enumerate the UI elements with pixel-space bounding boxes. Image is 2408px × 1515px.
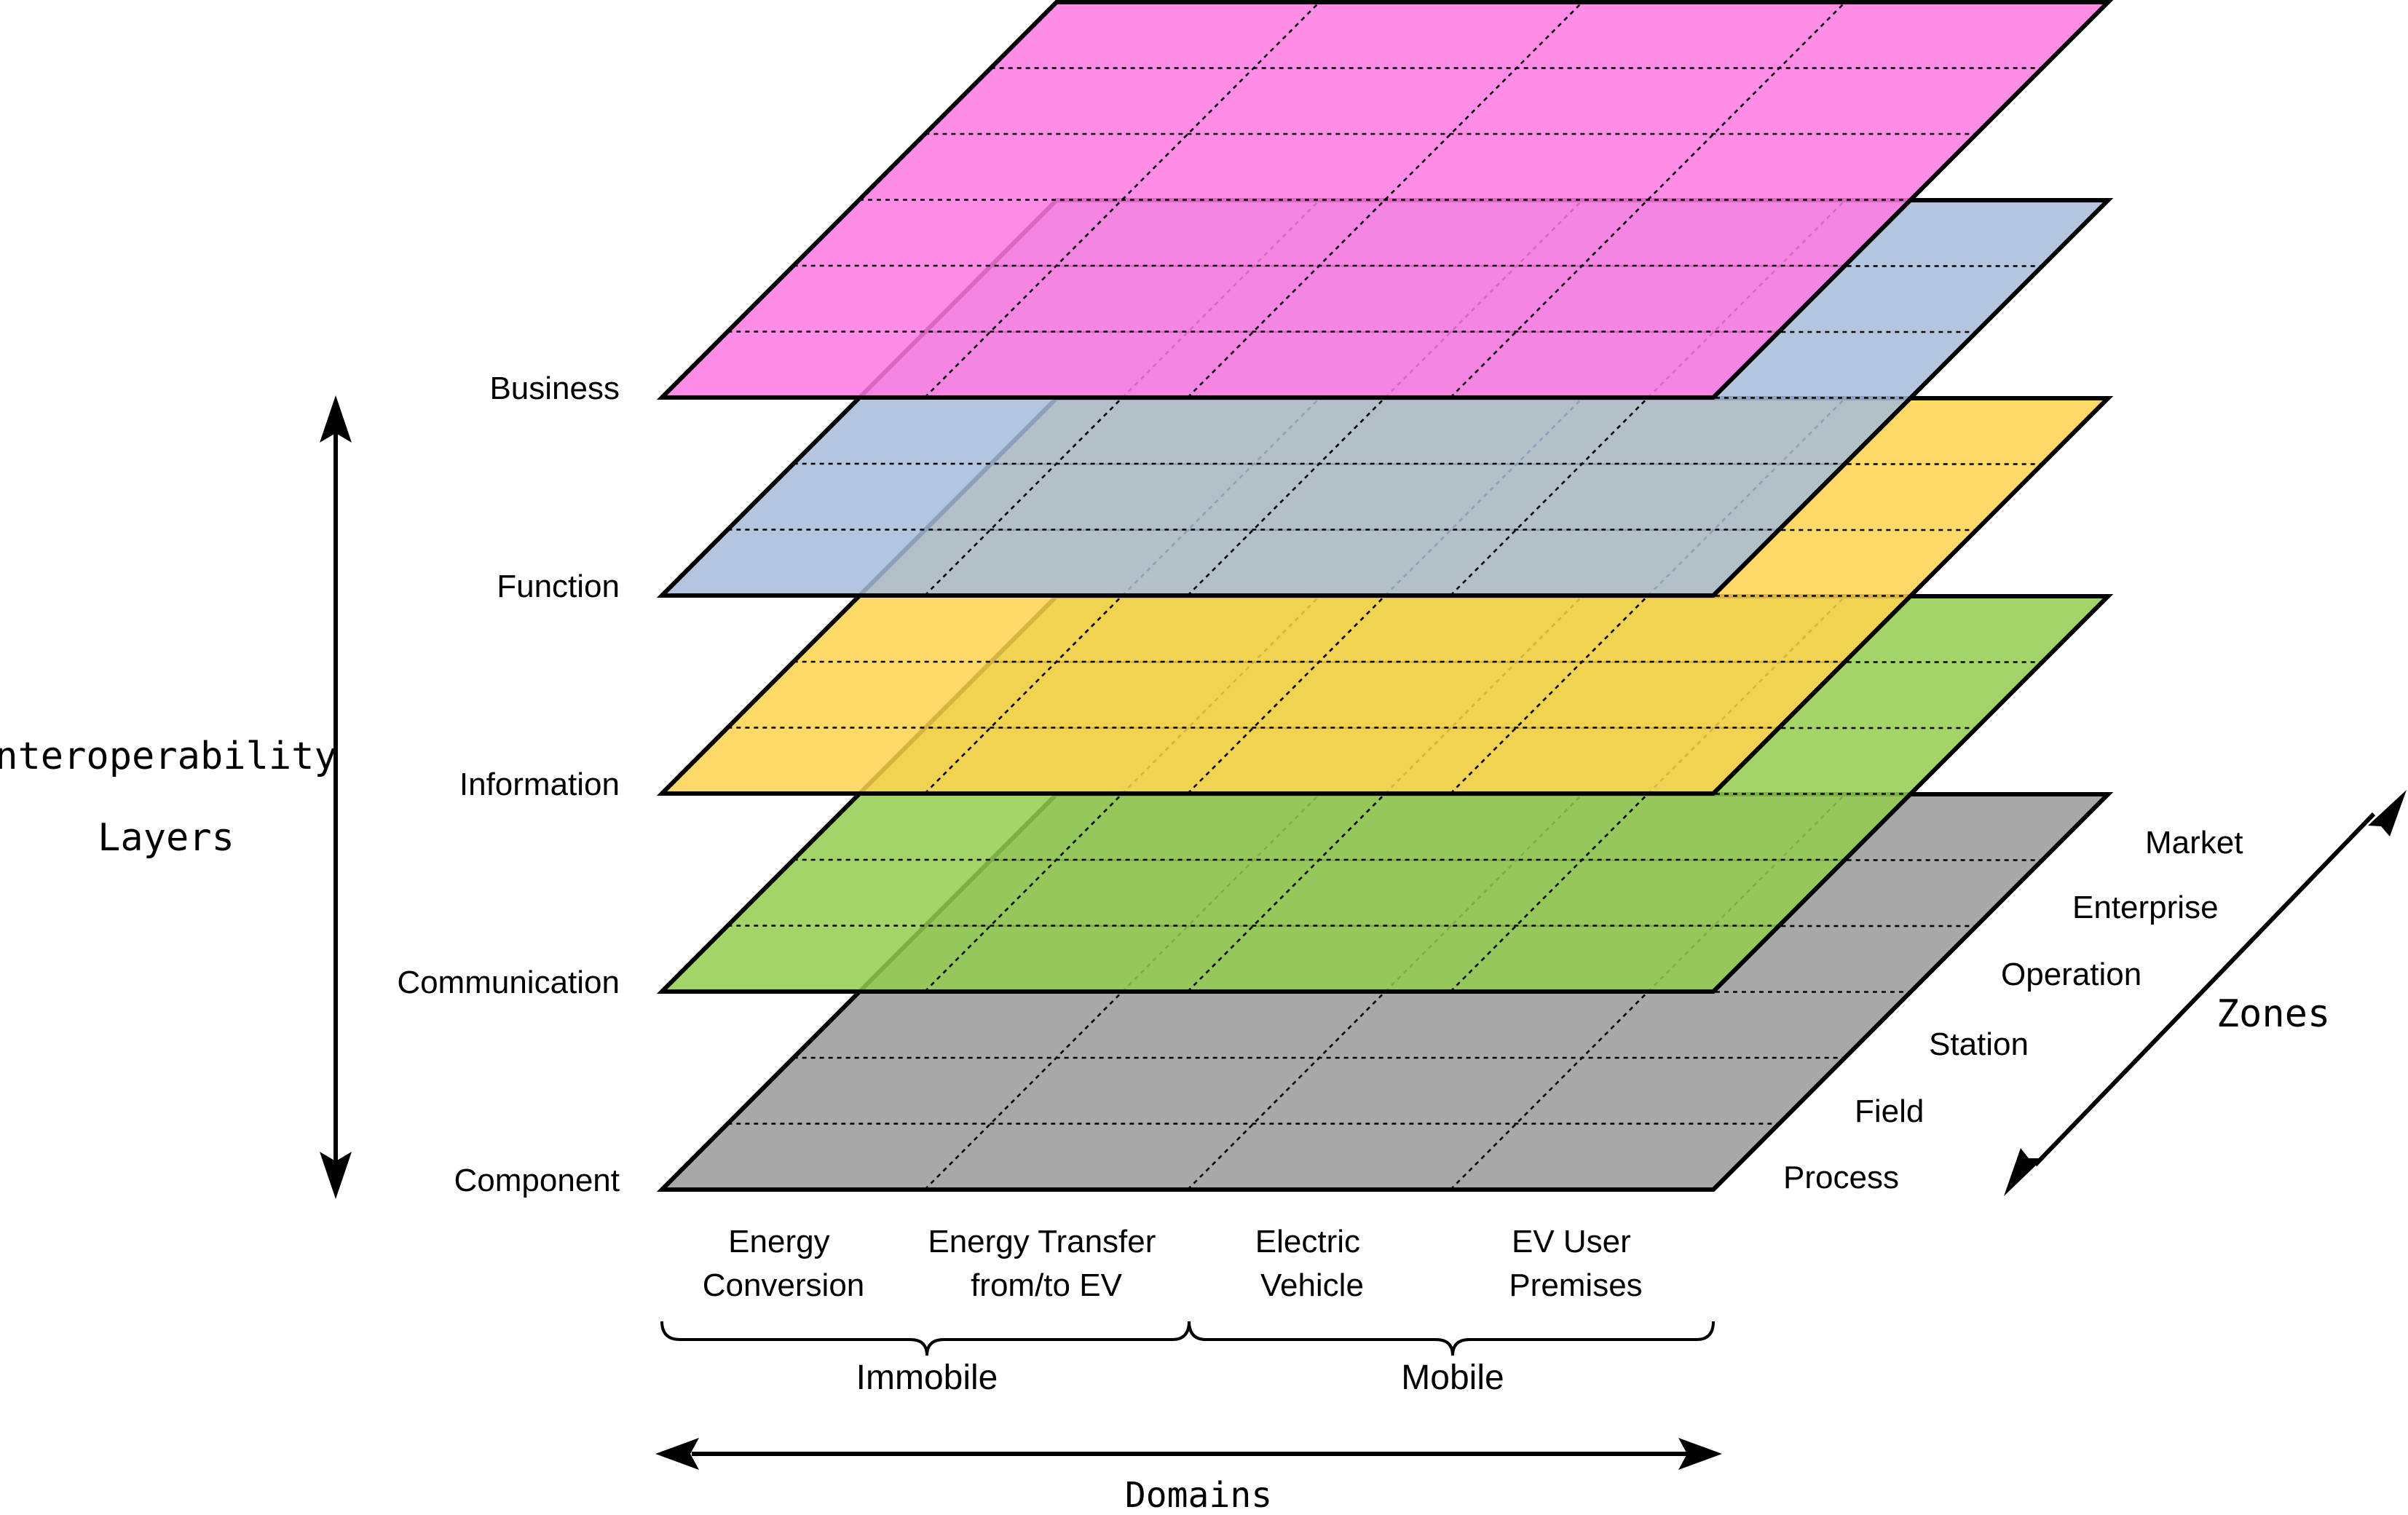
zone-label-market: Market: [2145, 825, 2243, 861]
layers-axis-arrow: [320, 395, 352, 1199]
domain-label-electric-vehicle: Electric Vehicle: [1255, 1224, 1369, 1303]
domain-gridline: [1450, 1, 1846, 398]
domain-label-energy-transfer: Energy Transfer from/to EV: [928, 1224, 1164, 1303]
domains-axis-label: Domains: [1125, 1475, 1272, 1515]
layer-label-business: Business: [489, 371, 620, 406]
zones-axis-arrow: [2004, 790, 2407, 1196]
domain-gridline: [1187, 1, 1583, 398]
zone-label-operation: Operation: [2001, 957, 2141, 992]
layer-label-communication: Communication: [397, 965, 620, 1000]
domains-axis-arrow: [655, 1438, 1722, 1470]
brace-mobile: [1188, 1321, 1715, 1356]
zone-label-field: Field: [1855, 1093, 1924, 1129]
zone-label-process: Process: [1783, 1160, 1899, 1195]
layer-planes: [656, 0, 2114, 1192]
domain-group-mobile: Mobile: [1401, 1358, 1504, 1397]
brace-immobile: [660, 1321, 1191, 1356]
zone-label-station: Station: [1929, 1027, 2029, 1062]
layer-labels: Component Communication Information Func…: [397, 371, 620, 1198]
layers-axis-label: Interoperability Layers: [0, 735, 360, 860]
layer-label-information: Information: [459, 767, 620, 802]
layer-label-function: Function: [497, 569, 620, 604]
zone-label-enterprise: Enterprise: [2072, 890, 2219, 925]
layer-label-component: Component: [454, 1163, 620, 1198]
plane-business: [656, 0, 2114, 400]
plane-outline-business: [656, 0, 2114, 400]
domain-label-energy-conversion: Energy Conversion: [703, 1224, 865, 1303]
zones-axis-label: Zones: [2216, 992, 2331, 1036]
domain-gridline: [924, 1, 1320, 398]
domain-group-immobile: Immobile: [856, 1358, 998, 1397]
zone-labels: Process Field Station Operation Enterpri…: [1783, 825, 2243, 1195]
domain-labels: Energy Conversion Energy Transfer from/t…: [703, 1224, 1643, 1303]
domain-label-ev-user-premises: EV User Premises: [1509, 1224, 1642, 1303]
